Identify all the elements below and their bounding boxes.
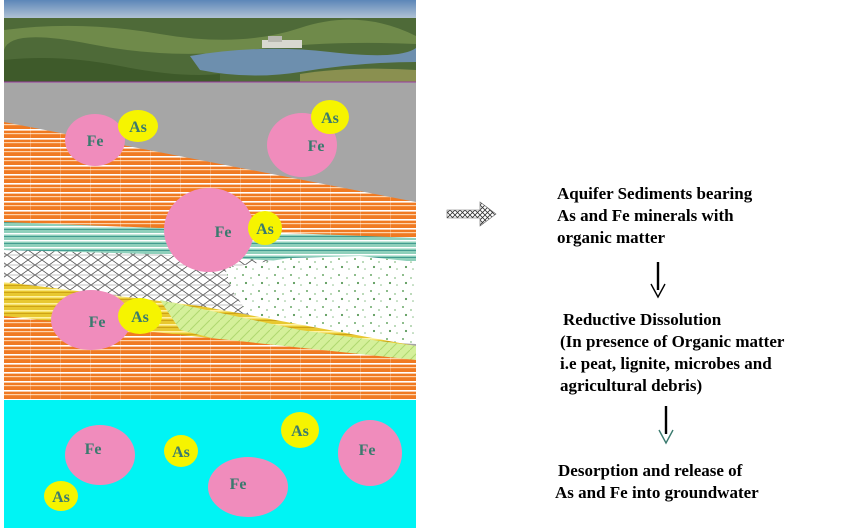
down-arrow-icon xyxy=(658,406,674,445)
step-line: i.e peat, lignite, microbes and xyxy=(560,354,772,373)
as-particle xyxy=(118,298,162,334)
as-particle xyxy=(311,100,349,134)
step-line: Aquifer Sediments bearing xyxy=(557,184,753,203)
fe-particle xyxy=(65,425,135,485)
as-label: As xyxy=(172,444,190,461)
fe-particle xyxy=(51,290,131,350)
as-particle xyxy=(164,435,198,467)
as-label: As xyxy=(129,119,147,136)
as-particles xyxy=(44,100,349,511)
as-label: As xyxy=(131,309,149,326)
fe-label: Fe xyxy=(359,442,376,459)
as-particle xyxy=(248,211,282,245)
step-line: (In presence of Organic matter xyxy=(560,332,785,351)
as-particle xyxy=(118,110,158,142)
fe-label: Fe xyxy=(85,441,102,458)
down-arrow-icon xyxy=(650,262,666,299)
as-particle xyxy=(44,481,78,511)
step-line: organic matter xyxy=(557,228,666,247)
step-aquifer-sediments: Aquifer Sediments bearing As and Fe mine… xyxy=(557,183,752,249)
as-label: As xyxy=(256,221,274,238)
fe-label: Fe xyxy=(230,476,247,493)
fe-particle xyxy=(164,188,254,272)
step-line: Desorption and release of xyxy=(558,461,743,480)
hatched-right-arrow-icon xyxy=(446,201,497,227)
fe-label: Fe xyxy=(87,133,104,150)
fe-particle xyxy=(65,114,125,166)
lime-layer xyxy=(160,300,416,364)
fe-particle xyxy=(338,420,402,486)
as-label: As xyxy=(52,489,70,506)
as-label: As xyxy=(321,110,339,127)
landscape-photo xyxy=(4,0,416,82)
as-label: As xyxy=(291,423,309,440)
step-line: Reductive Dissolution xyxy=(563,310,722,329)
step-line: agricultural debris) xyxy=(560,376,703,395)
fe-label: Fe xyxy=(308,138,325,155)
fe-label: Fe xyxy=(89,314,106,331)
as-particle xyxy=(281,412,319,448)
step-line: As and Fe into groundwater xyxy=(555,483,759,502)
step-line: As and Fe minerals with xyxy=(557,206,734,225)
fe-label: Fe xyxy=(215,224,232,241)
particle-labels: Fe Fe Fe Fe Fe Fe Fe As As As As As As A… xyxy=(52,110,375,506)
step-desorption-release: Desorption and release of As and Fe into… xyxy=(555,460,759,504)
fe-particle xyxy=(208,457,288,517)
step-reductive-dissolution: Reductive Dissolution (In presence of Or… xyxy=(560,309,784,397)
